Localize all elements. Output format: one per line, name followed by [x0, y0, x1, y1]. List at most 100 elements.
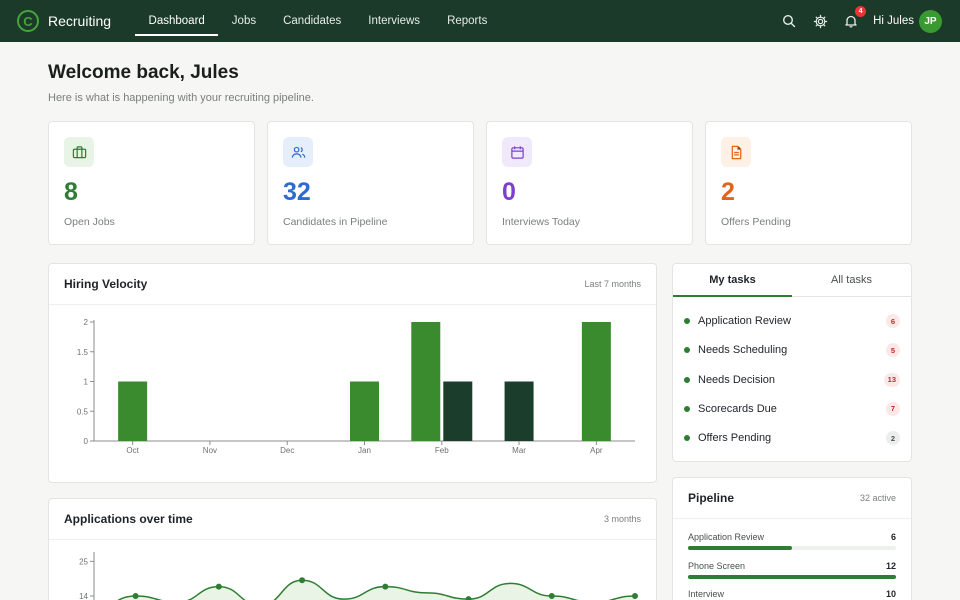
area-fill	[118, 580, 635, 600]
task-item[interactable]: Needs Decision 13	[684, 370, 900, 390]
y-tick-label: 14	[79, 592, 88, 600]
top-right-actions: 4 Hi Jules JP	[768, 6, 942, 33]
y-tick-label: 0.5	[77, 407, 89, 416]
pipeline-stage[interactable]: Application Review 6	[688, 532, 896, 556]
user-avatar[interactable]: JP	[919, 9, 942, 33]
users-icon	[283, 137, 313, 167]
stat-label: Candidates in Pipeline	[283, 216, 388, 228]
page-subtitle: Here is what is happening with your recr…	[48, 92, 314, 104]
pipeline-stage[interactable]: Phone Screen 12	[688, 561, 896, 585]
pipeline-progress-fill	[688, 546, 792, 550]
pipeline-title: Pipeline	[688, 491, 735, 505]
calendar-icon	[502, 137, 532, 167]
bar	[350, 381, 379, 441]
status-dot	[684, 318, 690, 324]
pipeline-stage-count: 6	[890, 532, 896, 542]
search-button[interactable]	[779, 11, 799, 31]
stat-value: 0	[502, 178, 516, 206]
task-count-badge: 5	[886, 343, 900, 358]
pipeline-stage-label: Application Review	[688, 532, 765, 542]
nav-item-reports[interactable]: Reports	[447, 15, 488, 27]
task-item[interactable]: Scorecards Due 7	[684, 399, 900, 419]
data-point	[132, 593, 139, 599]
pipeline-stage-label: Phone Screen	[688, 560, 746, 571]
nav-item-candidates[interactable]: Candidates	[283, 15, 342, 27]
bell-icon	[845, 15, 857, 28]
task-count-badge: 13	[883, 372, 900, 387]
applications-range: 3 months	[603, 514, 641, 524]
task-label: Needs Scheduling	[698, 344, 788, 357]
task-label: Scorecards Due	[698, 402, 777, 415]
stat-card-candidates-in-pipeline[interactable]: 32 Candidates in Pipeline	[267, 121, 474, 245]
y-tick-label: 25	[79, 557, 88, 566]
task-count-badge: 6	[886, 314, 900, 328]
top-nav-bar: C Recruiting Dashboard Jobs Candidates Inte…	[0, 0, 960, 42]
brand-name: Recruiting	[48, 13, 112, 29]
tab-all-tasks[interactable]: All tasks	[831, 274, 872, 286]
task-item[interactable]: Offers Pending 2	[684, 428, 900, 448]
tab-my-tasks[interactable]: My tasks	[673, 264, 792, 297]
bar	[411, 322, 441, 441]
page-title: Welcome back, Jules	[48, 62, 239, 83]
task-label: Application Review	[698, 315, 791, 327]
pipeline-active-count: 32 active	[859, 493, 896, 503]
search-icon	[783, 14, 796, 28]
y-tick-label: 1	[84, 378, 89, 387]
bar	[504, 381, 534, 441]
stat-card-interviews-today[interactable]: 0 Interviews Today	[486, 121, 693, 245]
data-point	[548, 593, 555, 599]
stat-label: Interviews Today	[502, 216, 581, 228]
pipeline-stage-count: 12	[885, 560, 896, 571]
notification-count-badge: 4	[855, 6, 867, 17]
notifications-button[interactable]: 4	[841, 6, 867, 31]
pipeline-progress-fill	[688, 574, 896, 579]
applications-title: Applications over time	[64, 512, 193, 526]
x-tick-label: Nov	[203, 446, 217, 455]
pipeline-progress-track	[688, 546, 896, 550]
pipeline-progress-track	[688, 574, 896, 579]
applications-chart: 14 25	[79, 552, 638, 600]
pipeline-panel: Pipeline 32 active Application Review 6 Ph…	[672, 477, 912, 600]
x-tick-label: Feb	[435, 446, 449, 455]
status-dot	[684, 376, 690, 383]
bar	[581, 322, 611, 441]
hiring-velocity-chart: 0 0.5 1 1.5 2 Oct Nov Dec Jan Feb Mar Apr	[77, 318, 635, 455]
stat-label: Open Jobs	[64, 216, 115, 228]
status-dot	[684, 405, 690, 412]
task-tabs: My tasks All tasks	[673, 264, 911, 297]
x-tick-label: Jan	[358, 446, 371, 455]
data-point	[632, 593, 638, 599]
hiring-velocity-title: Hiring Velocity	[64, 277, 148, 291]
hiring-velocity-range: Last 7 months	[584, 279, 641, 289]
stat-card-offers-pending[interactable]: 2 Offers Pending	[705, 121, 912, 245]
nav-item-interviews[interactable]: Interviews	[368, 15, 421, 27]
brand[interactable]: C Recruiting	[17, 10, 111, 32]
user-greeting: Hi Jules	[873, 15, 914, 27]
stat-card-open-jobs[interactable]: 8 Open Jobs	[48, 121, 255, 245]
task-label: Offers Pending	[698, 432, 772, 445]
task-item[interactable]: Needs Scheduling 5	[684, 340, 900, 360]
task-item[interactable]: Application Review 6	[684, 311, 900, 331]
stat-label: Offers Pending	[721, 216, 791, 228]
stat-value: 8	[64, 178, 78, 206]
task-count-badge: 7	[886, 401, 900, 416]
pipeline-stage-label: Interview	[688, 589, 725, 599]
pipeline-stage-count: 10	[885, 589, 896, 599]
task-label: Needs Decision	[698, 373, 776, 386]
x-tick-label: Oct	[126, 446, 139, 455]
data-point	[299, 577, 306, 584]
applications-panel: Applications over time 3 months 14 25	[48, 498, 657, 600]
x-tick-label: Dec	[280, 446, 294, 455]
hiring-velocity-panel: Hiring Velocity Last 7 months 0 0.5 1 1.5 2 O…	[48, 263, 657, 483]
data-point	[382, 583, 389, 590]
brand-logo-icon: C	[17, 10, 39, 32]
briefcase-icon	[64, 137, 94, 167]
bar	[443, 381, 473, 441]
nav-item-jobs[interactable]: Jobs	[231, 15, 257, 27]
gear-icon	[813, 14, 827, 28]
stat-value: 32	[283, 178, 311, 206]
settings-button[interactable]	[810, 11, 830, 31]
pipeline-stage[interactable]: Interview 10	[688, 589, 896, 600]
nav-item-dashboard[interactable]: Dashboard	[135, 0, 219, 42]
y-tick-label: 2	[84, 318, 89, 327]
